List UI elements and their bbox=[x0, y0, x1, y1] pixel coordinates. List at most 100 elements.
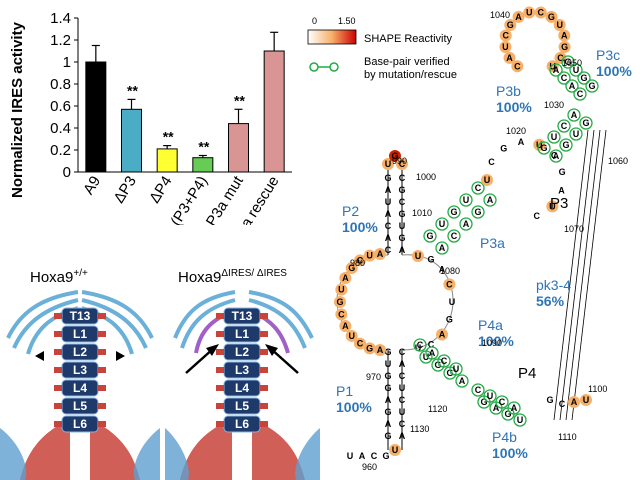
nucleotide: U bbox=[463, 195, 470, 205]
nucleotide: G bbox=[561, 42, 568, 52]
nt-shape-mark bbox=[374, 344, 386, 356]
nucleotide: C bbox=[399, 173, 406, 183]
nucleotide: U bbox=[399, 383, 406, 393]
nucleotide: C bbox=[357, 255, 364, 265]
significance-label: ** bbox=[234, 92, 245, 108]
helix-labels: P1100%P2100%P3P3aP3b100%P3c100%P4P4a100%… bbox=[336, 47, 632, 461]
nucleotide: A bbox=[342, 321, 349, 331]
nt-shape-mark bbox=[354, 254, 366, 267]
helix-name: P3 bbox=[550, 195, 568, 212]
nucleotide: C bbox=[451, 231, 458, 241]
nucleotide: U bbox=[573, 129, 580, 139]
nt-verified-ring bbox=[455, 374, 469, 388]
bp-label-line2: by mutation/rescue bbox=[364, 69, 457, 81]
nucleotide: G bbox=[428, 255, 435, 265]
nt-verified-ring bbox=[495, 395, 509, 409]
nucleotide: G bbox=[582, 118, 589, 128]
vertebra-label: L1 bbox=[73, 327, 87, 341]
nucleotide: A bbox=[359, 451, 366, 461]
vertebra-process bbox=[98, 421, 106, 427]
position-number: 1100 bbox=[588, 384, 607, 394]
position-number: 1060 bbox=[608, 156, 628, 166]
nucleotide: C bbox=[475, 183, 482, 193]
nucleotide: C bbox=[557, 53, 564, 63]
position-number: 1010 bbox=[412, 208, 432, 218]
vertebra-process bbox=[98, 385, 106, 391]
nucleotide: A bbox=[399, 245, 406, 255]
nucleotide: G bbox=[504, 409, 511, 419]
nucleotide: C bbox=[385, 245, 392, 255]
helix-percent: 100% bbox=[336, 399, 372, 415]
nucleotide: G bbox=[546, 395, 553, 405]
nt-shape-mark bbox=[412, 250, 424, 262]
genotype-left: Hoxa9+/+ bbox=[30, 268, 88, 286]
skeleton-right: T13 L1 L2 L3 L4 L5 L6 Hoxa9ΔIRES/ ΔIRES bbox=[165, 268, 320, 480]
position-number: 1080 bbox=[440, 266, 460, 276]
nucleotide: G bbox=[384, 431, 391, 441]
nt-shape-mark bbox=[345, 329, 358, 342]
position-number: 1000 bbox=[416, 172, 436, 182]
nt-shape-mark bbox=[389, 150, 401, 162]
nucleotide: G bbox=[434, 360, 441, 370]
nt-shape-mark bbox=[511, 60, 524, 73]
y-tick-label: 0.8 bbox=[50, 76, 71, 93]
nucleotide: U bbox=[551, 132, 558, 142]
significance-label: ** bbox=[127, 82, 138, 98]
nucleotide: A bbox=[439, 243, 446, 253]
nucleotide: G bbox=[564, 57, 571, 67]
nt-verified-ring bbox=[471, 181, 485, 195]
nucleotide: A bbox=[342, 273, 349, 283]
nucleotide: A bbox=[385, 185, 392, 195]
vertebra-label: L1 bbox=[235, 327, 249, 341]
vertebra-process bbox=[216, 349, 224, 355]
nucleotide: U bbox=[439, 219, 446, 229]
nucleotide: C bbox=[371, 451, 378, 461]
position-number: 990 bbox=[392, 156, 407, 166]
vertebra-process bbox=[54, 313, 62, 319]
helix-percent: 100% bbox=[342, 219, 378, 235]
nucleotide: U bbox=[399, 407, 406, 417]
nucleotide: G bbox=[398, 209, 405, 219]
nucleotide: U bbox=[366, 251, 373, 261]
nucleotide: U bbox=[385, 159, 392, 169]
vertebra-process bbox=[54, 421, 62, 427]
nucleotide: A bbox=[571, 110, 578, 120]
bar bbox=[192, 157, 214, 173]
nt-shape-mark bbox=[339, 272, 352, 284]
nucleotide: C bbox=[538, 8, 545, 18]
nt-verified-ring bbox=[437, 354, 451, 368]
vertebra-process bbox=[54, 367, 62, 373]
nt-shape-mark bbox=[335, 283, 348, 296]
nt-verified-ring bbox=[537, 141, 551, 155]
nucleotide: U bbox=[415, 343, 422, 353]
helix-percent: 100% bbox=[496, 99, 532, 115]
nt-verified-ring bbox=[449, 362, 463, 376]
nucleotide: G bbox=[426, 231, 433, 241]
helix-percent: 100% bbox=[478, 333, 514, 349]
nt-verified-ring bbox=[459, 217, 473, 231]
vertebra-label: L3 bbox=[235, 363, 249, 377]
position-number: 1020 bbox=[506, 126, 526, 136]
nucleotide: A bbox=[518, 137, 525, 147]
y-axis-label: Normalized IRES activity bbox=[9, 21, 26, 198]
legend: 0 1.50 SHAPE Reactivity Base-pair verifi… bbox=[307, 16, 457, 81]
bar bbox=[228, 123, 249, 173]
vertebra-process bbox=[260, 403, 268, 409]
helix-name: P3b bbox=[496, 83, 521, 99]
y-tick-label: 1.2 bbox=[50, 32, 71, 49]
vertebra-label: L2 bbox=[235, 345, 249, 359]
nucleotide: U bbox=[573, 65, 580, 75]
nt-shape-mark bbox=[545, 10, 558, 23]
nucleotide: A bbox=[493, 403, 500, 413]
nt-verified-ring bbox=[447, 229, 461, 243]
nt-shape-mark bbox=[554, 51, 567, 64]
nt-verified-ring bbox=[585, 79, 599, 93]
nt-shape-mark bbox=[363, 342, 376, 355]
nt-verified-ring bbox=[513, 413, 527, 427]
arrowhead-icon bbox=[116, 351, 125, 361]
helix-name: P4a bbox=[478, 317, 503, 333]
vertebra-process bbox=[260, 331, 268, 337]
skeleton-left: T13 L1 L2 L3 L4 L5 L6 Hoxa9+/+ bbox=[0, 268, 160, 480]
vertebra-label: L6 bbox=[73, 417, 87, 431]
nucleotide: G bbox=[366, 343, 373, 353]
